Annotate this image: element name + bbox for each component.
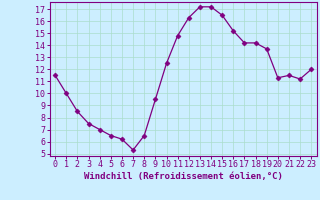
X-axis label: Windchill (Refroidissement éolien,°C): Windchill (Refroidissement éolien,°C): [84, 172, 283, 181]
